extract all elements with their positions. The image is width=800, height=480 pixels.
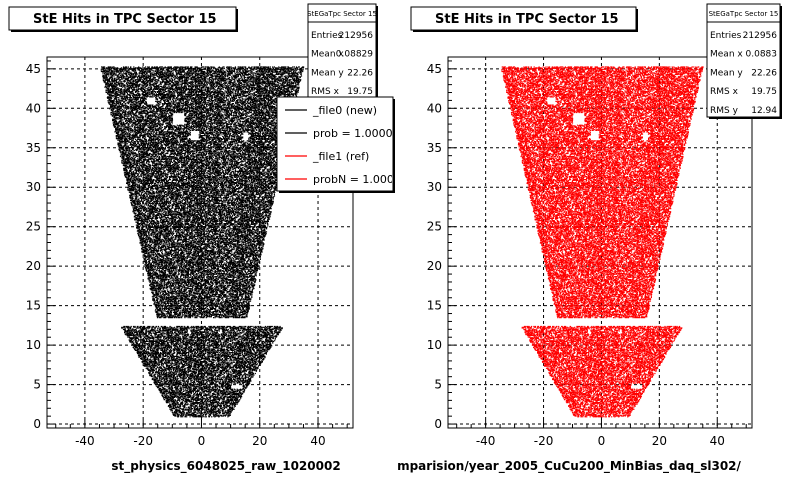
x-tick-label: 0 (198, 434, 206, 448)
y-tick-label: 5 (434, 378, 442, 392)
x-axis-label: mparision/year_2005_CuCu200_MinBias_daq_… (397, 459, 741, 474)
legend-entry: prob = 1.000000 (313, 127, 407, 140)
x-tick-label: 40 (710, 434, 725, 448)
chart-title: StE Hits in TPC Sector 15 (33, 12, 217, 27)
legend-entry: probN = 1.000000 (313, 173, 415, 186)
legend-entry: _file0 (new) (312, 104, 377, 117)
stats-label: Mean x (710, 50, 743, 60)
y-tick-label: 45 (26, 62, 41, 76)
y-tick-label: 15 (26, 299, 41, 313)
stats-value: 19.75 (751, 87, 777, 97)
stats-value: 12.94 (751, 106, 777, 116)
stats-box (706, 3, 781, 118)
stats-value: 19.75 (347, 87, 373, 97)
scatter-points (100, 66, 305, 418)
y-tick-label: 20 (26, 259, 41, 273)
stats-label: Mean x (311, 50, 344, 60)
y-tick-label: 20 (427, 259, 442, 273)
stats-label: RMS x (710, 87, 739, 97)
y-tick-label: 40 (26, 101, 41, 115)
stats-label: RMS y (710, 106, 739, 116)
y-tick-label: 25 (427, 220, 442, 234)
legend-entry: _file1 (ref) (312, 150, 369, 163)
stats-label: Mean y (311, 68, 344, 78)
y-tick-label: 30 (26, 180, 41, 194)
x-tick-label: -20 (133, 434, 153, 448)
scatter-points (501, 66, 704, 418)
legend-box (276, 96, 394, 192)
chart-title: StE Hits in TPC Sector 15 (435, 12, 619, 27)
stats-value: 0.0883 (746, 50, 778, 60)
y-tick-label: 25 (26, 220, 41, 234)
stats-label: Entries (311, 31, 343, 41)
legend: _file0 (new) prob = 1.000000 _file1 (ref) p… (276, 96, 415, 193)
y-tick-label: 15 (427, 299, 442, 313)
y-tick-label: 45 (427, 62, 442, 76)
chart-panel-2: -40 -20 0 20 40 0 5 10 15 20 25 30 35 40 45 mparision/y… (397, 3, 782, 474)
chart-panel-1: -40 -20 0 20 40 0 5 10 15 20 25 30 35 40 45 st_physics_… (8, 3, 415, 474)
y-tick-label: 0 (434, 417, 442, 431)
title-box (8, 6, 237, 31)
y-tick-label: 40 (427, 101, 442, 115)
x-tick-label: 20 (252, 434, 267, 448)
stats-name: StEGaTpc Sector 15 (307, 10, 377, 18)
stats-value: 0.08829 (336, 50, 373, 60)
x-tick-label: 40 (310, 434, 325, 448)
x-tick-label: -40 (75, 434, 95, 448)
y-tick-label: 0 (33, 417, 41, 431)
x-tick-label: -40 (476, 434, 496, 448)
y-tick-label: 5 (33, 378, 41, 392)
y-tick-label: 30 (427, 180, 442, 194)
x-tick-label: 20 (652, 434, 667, 448)
x-tick-label: -20 (534, 434, 554, 448)
y-tick-label: 10 (26, 338, 41, 352)
stats-box (307, 3, 377, 100)
y-tick-label: 10 (427, 338, 442, 352)
title-box (410, 6, 637, 31)
stats-label: RMS x (311, 87, 340, 97)
stats-value: 212956 (743, 31, 778, 41)
stats-label: Mean y (710, 68, 743, 78)
stats-value: 212956 (339, 31, 374, 41)
x-tick-label: 0 (598, 434, 606, 448)
x-axis-label: st_physics_6048025_raw_1020002 (111, 459, 340, 474)
stats-value: 22.26 (347, 68, 373, 78)
stats-name: StEGaTpc Sector 15 (709, 10, 779, 18)
y-tick-label: 35 (427, 141, 442, 155)
stats-label: Entries (710, 31, 742, 41)
stats-value: 22.26 (751, 68, 777, 78)
y-tick-label: 35 (26, 141, 41, 155)
